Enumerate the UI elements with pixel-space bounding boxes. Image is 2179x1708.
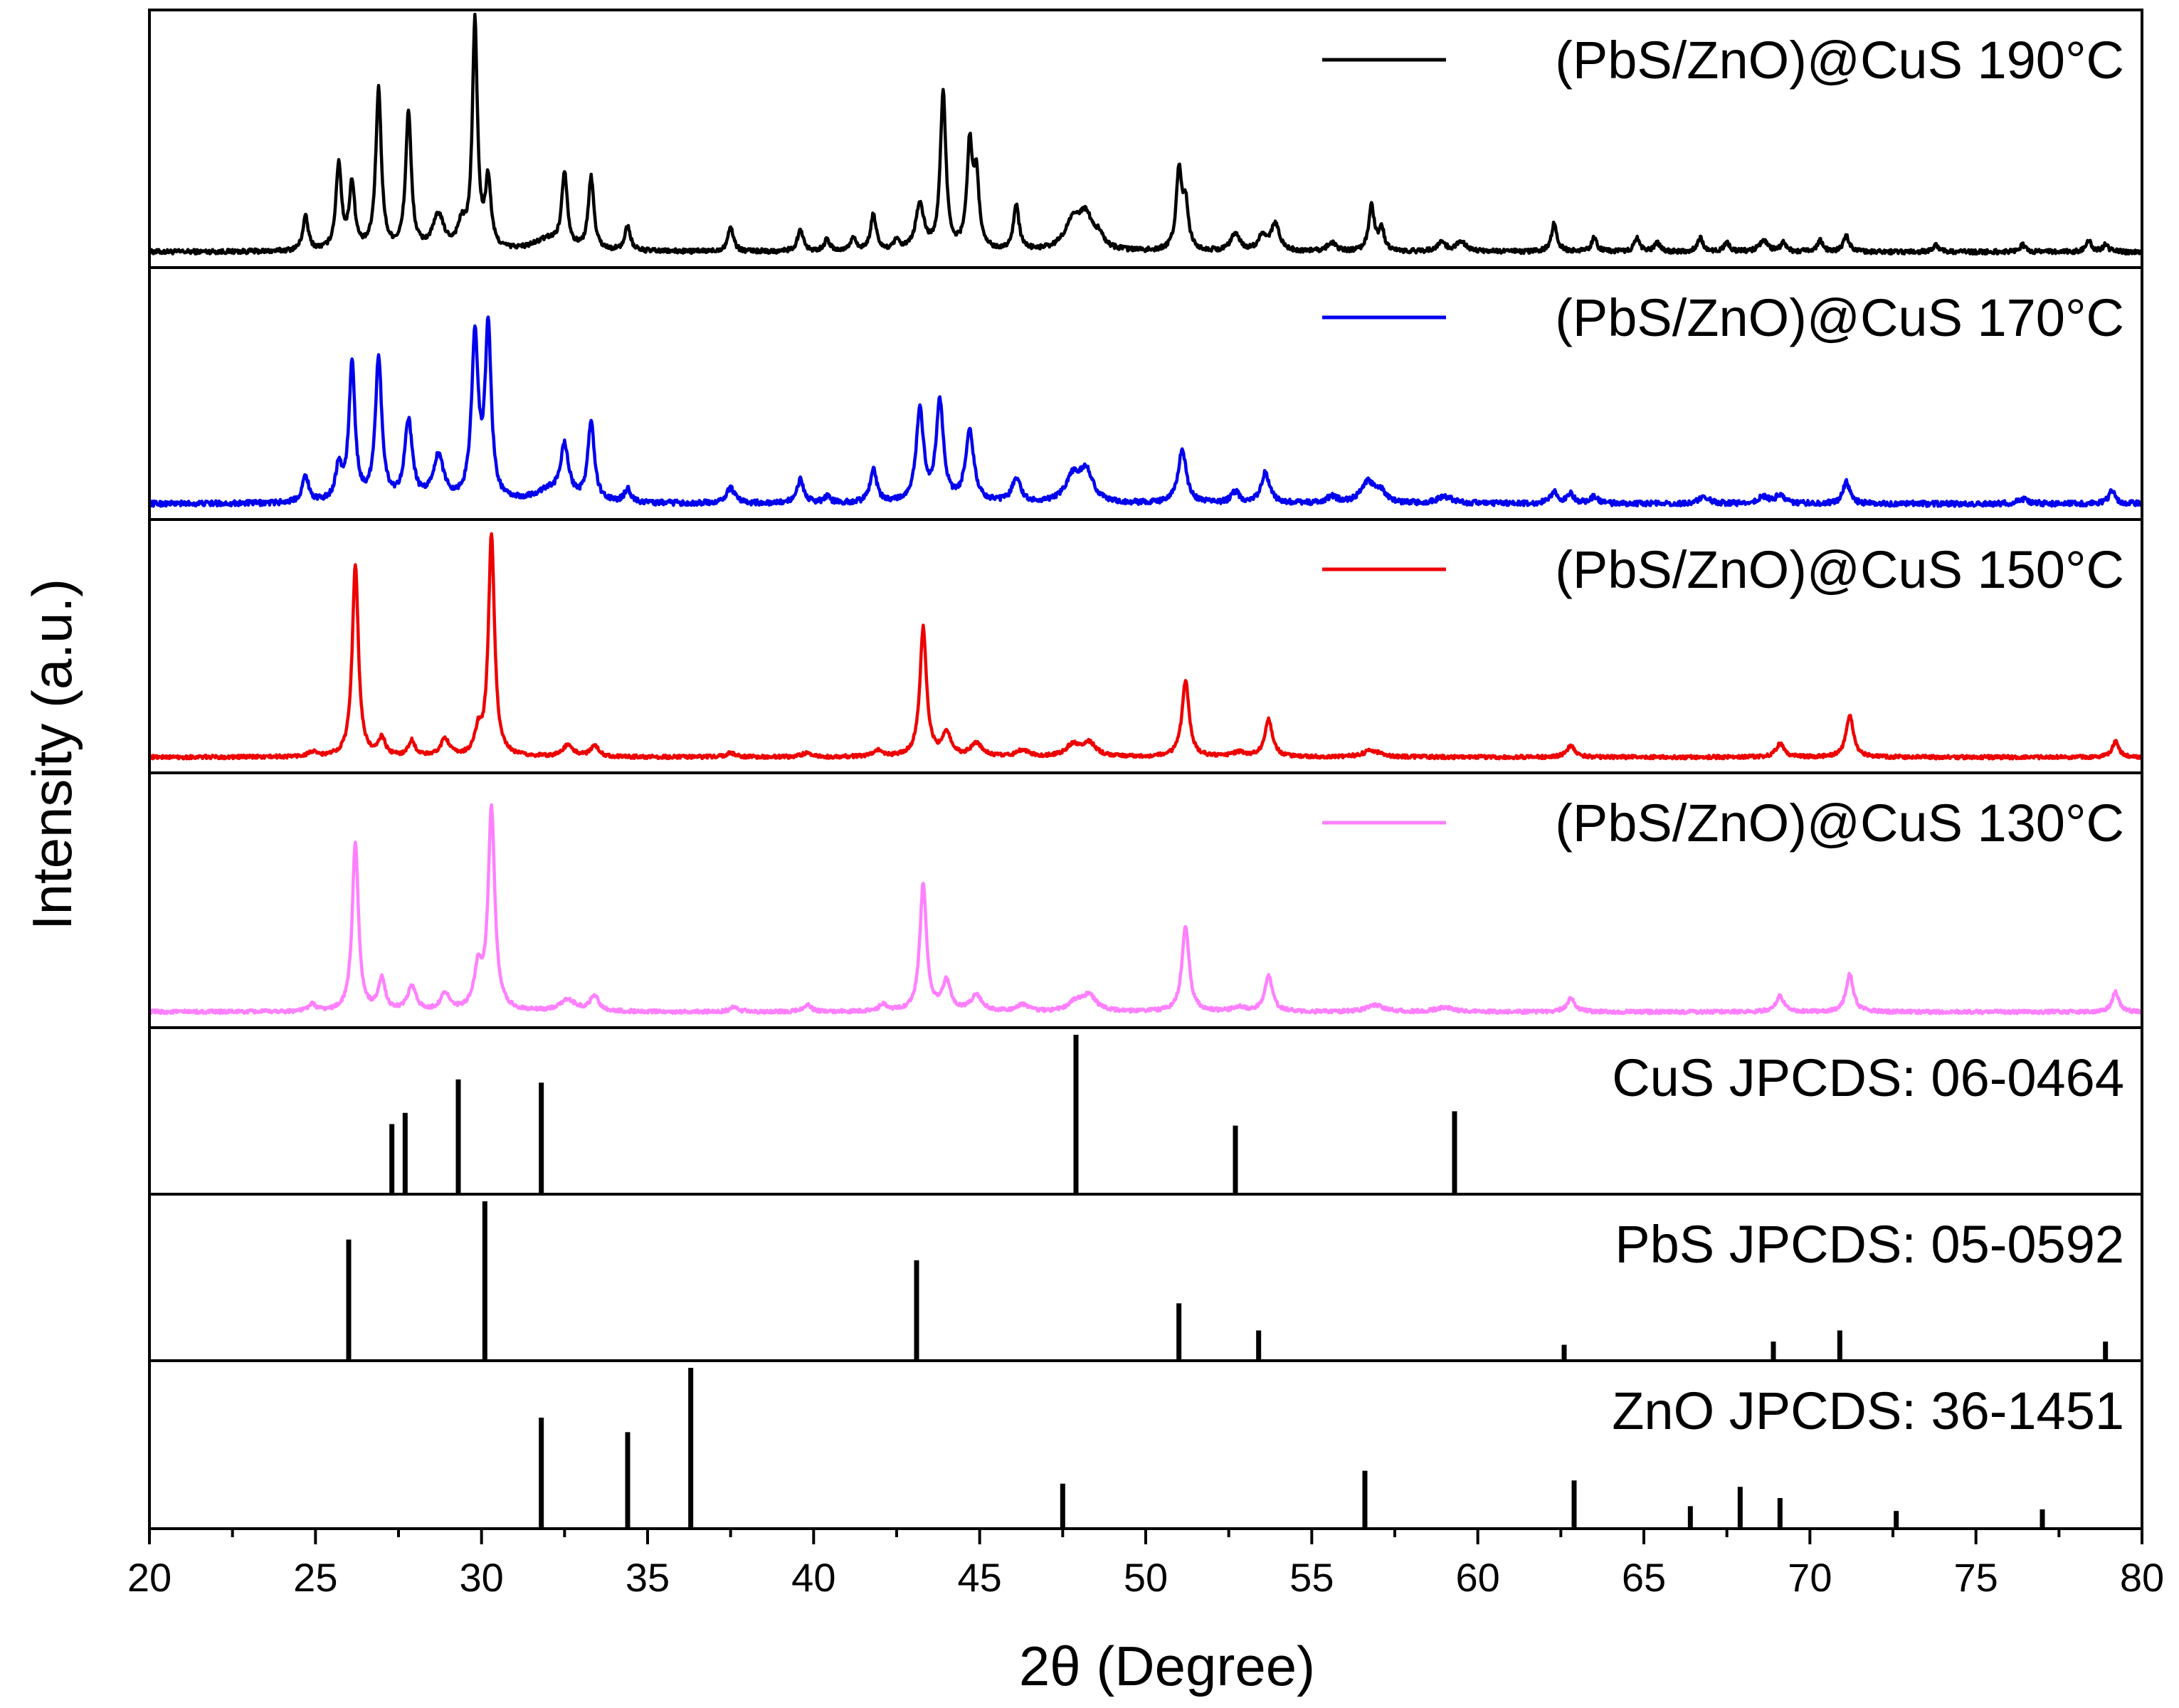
- panel-pbs-zno-cus-150-c: (PbS/ZnO)@CuS 150°C: [148, 532, 2143, 761]
- panel-cus-jpcds-06-0464: CuS JPCDS: 06-0464: [389, 1035, 2124, 1194]
- reference-label: PbS JPCDS: 05-0592: [1615, 1215, 2124, 1274]
- series-line-pbs-zno-cus-130-c: [147, 803, 2144, 1016]
- panel-pbs-zno-cus-170-c: (PbS/ZnO)@CuS 170°C: [147, 288, 2144, 508]
- y-axis-title: Intensity (a.u.): [21, 579, 83, 930]
- legend-label: (PbS/ZnO)@CuS 150°C: [1555, 540, 2124, 599]
- x-tick-label: 65: [1622, 1555, 1666, 1600]
- series-line-pbs-zno-cus-150-c: [148, 532, 2143, 761]
- x-tick-label: 75: [1954, 1555, 1998, 1600]
- reference-label: CuS JPCDS: 06-0464: [1612, 1048, 2124, 1107]
- x-tick-label: 55: [1289, 1555, 1334, 1600]
- x-tick-label: 20: [127, 1555, 172, 1600]
- legend-label: (PbS/ZnO)@CuS 170°C: [1555, 288, 2124, 347]
- x-axis-title: 2θ (Degree): [1019, 1635, 1315, 1697]
- x-axis: 20 25 30 35 40 45 50 55 60 65 70 75 80: [127, 1529, 2164, 1600]
- x-tick-label: 35: [626, 1555, 670, 1600]
- x-tick-label: 45: [958, 1555, 1002, 1600]
- x-tick-label: 40: [791, 1555, 835, 1600]
- x-tick-label: 50: [1124, 1555, 1168, 1600]
- panel-pbs-zno-cus-190-c: (PbS/ZnO)@CuS 190°C: [147, 12, 2143, 256]
- reference-label: ZnO JPCDS: 36-1451: [1612, 1381, 2124, 1440]
- panels-layer: (PbS/ZnO)@CuS 190°C (PbS/ZnO)@CuS 170°C (P…: [147, 9, 2144, 1530]
- legend-label: (PbS/ZnO)@CuS 190°C: [1555, 31, 2124, 90]
- panel-pbs-zno-cus-130-c: (PbS/ZnO)@CuS 130°C: [147, 794, 2144, 1016]
- legend-label: (PbS/ZnO)@CuS 130°C: [1555, 794, 2124, 853]
- panel-pbs-jpcds-05-0592: PbS JPCDS: 05-0592: [346, 1201, 2124, 1361]
- x-tick-label: 70: [1788, 1555, 1832, 1600]
- x-tick-label: 25: [293, 1555, 337, 1600]
- x-tick-label: 60: [1456, 1555, 1500, 1600]
- x-tick-label: 30: [460, 1555, 504, 1600]
- series-line-pbs-zno-cus-190-c: [147, 12, 2143, 256]
- series-line-pbs-zno-cus-170-c: [147, 315, 2144, 508]
- x-tick-label: 80: [2120, 1555, 2164, 1600]
- panel-zno-jpcds-36-1451: ZnO JPCDS: 36-1451: [539, 1368, 2124, 1529]
